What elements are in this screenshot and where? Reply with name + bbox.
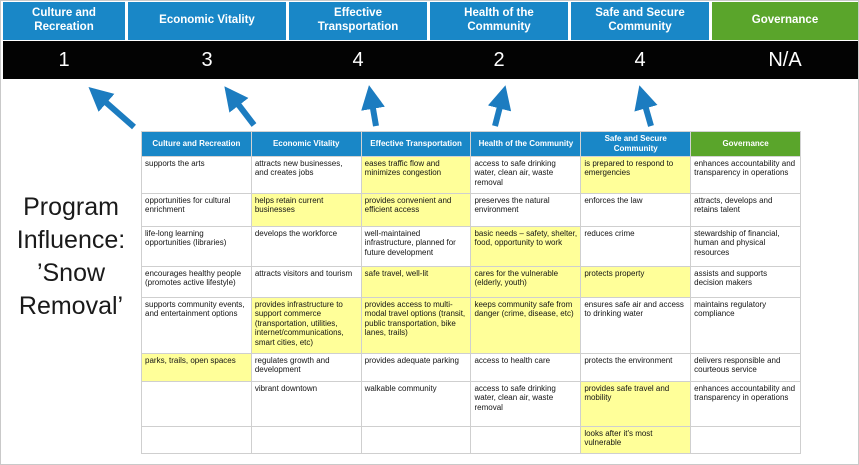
table-header-row: Culture and Recreation Economic Vitality… [141, 131, 801, 157]
pillar-matrix-table: Culture and Recreation Economic Vitality… [141, 131, 801, 454]
table-cell: walkable community [360, 381, 472, 427]
pillar-header-economic-vitality: Economic Vitality [128, 2, 286, 40]
table-header-safe-and-secure-community: Safe and Secure Community [580, 131, 692, 157]
table-cell: attracts visitors and tourism [250, 266, 362, 298]
table-cell: access to safe drinking water, clean air… [470, 381, 582, 427]
table-row: life-long learning opportunities (librar… [141, 226, 801, 267]
arrow-group [88, 85, 658, 130]
score-safe-and-secure-community: 4 [634, 48, 646, 71]
table-header-economic-vitality: Economic Vitality [250, 131, 362, 157]
title-line: ’Snow [36, 259, 106, 287]
table-cell: provides adequate parking [360, 353, 472, 382]
pillar-header-safe-and-secure-community: Safe and Secure Community [571, 2, 709, 40]
table-cell: parks, trails, open spaces [141, 353, 252, 382]
table-cell: keeps community safe from danger (crime,… [470, 297, 582, 354]
table-cell: life-long learning opportunities (librar… [141, 226, 252, 267]
table-cell: develops the workforce [250, 226, 362, 267]
table-cell: supports the arts [141, 156, 252, 194]
table-cell: eases traffic flow and minimizes congest… [360, 156, 472, 194]
table-cell: regulates growth and development [250, 353, 362, 382]
table-cell: reduces crime [580, 226, 692, 267]
table-cell: encourages healthy people (promotes acti… [141, 266, 252, 298]
table-cell: maintains regulatory compliance [690, 297, 801, 354]
score-band: 1 3 4 2 4 N/A [3, 41, 858, 79]
table-row: vibrant downtown walkable community access… [141, 381, 801, 427]
table-header-governance: Governance [690, 131, 801, 157]
table-header-culture-and-recreation: Culture and Recreation [141, 131, 252, 157]
table-row: encourages healthy people (promotes acti… [141, 266, 801, 298]
table-cell [141, 426, 252, 454]
pillar-header-culture-and-recreation: Culture and Recreation [3, 2, 125, 40]
table-cell: enforces the law [580, 193, 692, 227]
table-cell: preserves the natural environment [470, 193, 582, 227]
table-cell: protects property [580, 266, 692, 298]
table-row: opportunities for cultural enrichment hel… [141, 193, 801, 227]
table-cell: provides convenient and efficient access [360, 193, 472, 227]
arrow-up-icon [634, 85, 658, 127]
table-cell: basic needs – safety, shelter, food, opp… [470, 226, 582, 267]
pillar-header-row: Culture and Recreation Economic Vitality… [3, 2, 858, 40]
table-row: supports the arts attracts new businesses… [141, 156, 801, 194]
arrow-up-icon [224, 86, 257, 127]
table-cell [690, 426, 801, 454]
program-influence-title: Program Influence: ’Snow Removal’ [3, 191, 139, 323]
table-row: parks, trails, open spaces regulates grow… [141, 353, 801, 382]
table-cell: supports community events, and entertain… [141, 297, 252, 354]
title-line: Influence: [16, 226, 126, 254]
table-cell: provides safe travel and mobility [580, 381, 692, 427]
table-cell: helps retain current businesses [250, 193, 362, 227]
title-line: Removal’ [18, 292, 124, 320]
table-header-health-of-the-community: Health of the Community [470, 131, 582, 157]
score-effective-transportation: 4 [352, 48, 364, 71]
arrow-up-icon [361, 85, 385, 127]
table-row: looks after it's most vulnerable [141, 426, 801, 454]
arrow-up-icon [88, 87, 136, 130]
score-economic-vitality: 3 [201, 48, 213, 71]
pillar-header-governance: Governance [712, 2, 858, 40]
table-cell [141, 381, 252, 427]
table-cell [470, 426, 582, 454]
table-cell: enhances accountability and transparency… [690, 156, 801, 194]
table-cell: provides infrastructure to support comme… [250, 297, 362, 354]
table-cell: looks after it's most vulnerable [580, 426, 692, 454]
table-cell: assists and supports decision makers [690, 266, 801, 298]
table-cell: attracts, develops and retains talent [690, 193, 801, 227]
arrow-up-icon [487, 85, 512, 127]
title-line: Program [23, 193, 119, 221]
table-cell: vibrant downtown [250, 381, 362, 427]
table-cell: ensures safe air and access to drinking … [580, 297, 692, 354]
table-cell: access to health care [470, 353, 582, 382]
table-cell: cares for the vulnerable (elderly, youth… [470, 266, 582, 298]
table-cell: access to safe drinking water, clean air… [470, 156, 582, 194]
table-cell: is prepared to respond to emergencies [580, 156, 692, 194]
table-cell: opportunities for cultural enrichment [141, 193, 252, 227]
table-body: supports the arts attracts new businesses… [141, 156, 801, 454]
score-governance: N/A [768, 48, 802, 71]
table-row: supports community events, and entertain… [141, 297, 801, 354]
table-cell: provides access to multi-modal travel op… [360, 297, 472, 354]
table-cell: delivers responsible and courteous servi… [690, 353, 801, 382]
pillar-header-health-of-the-community: Health of the Community [430, 2, 568, 40]
table-cell: enhances accountability and transparency… [690, 381, 801, 427]
table-cell: well-maintained infrastructure, planned … [360, 226, 472, 267]
table-cell: protects the environment [580, 353, 692, 382]
score-culture-and-recreation: 1 [58, 48, 70, 71]
pillar-header-effective-transportation: Effective Transportation [289, 2, 427, 40]
table-cell [360, 426, 472, 454]
table-cell: safe travel, well-lit [360, 266, 472, 298]
table-cell [250, 426, 362, 454]
score-health-of-the-community: 2 [493, 48, 505, 71]
table-cell: attracts new businesses, and creates job… [250, 156, 362, 194]
table-header-effective-transportation: Effective Transportation [360, 131, 472, 157]
table-cell: stewardship of financial, human and phys… [690, 226, 801, 267]
